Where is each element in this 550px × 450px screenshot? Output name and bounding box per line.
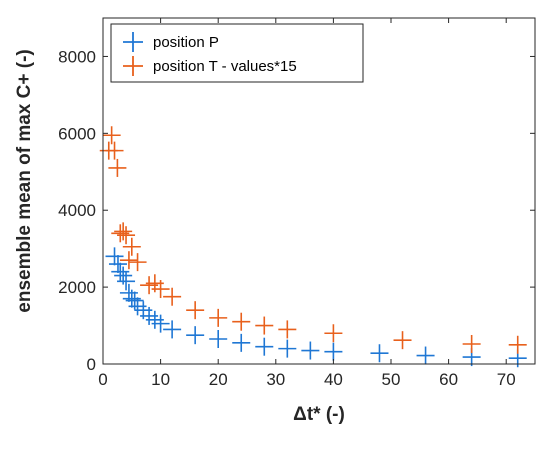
data-point [119,251,138,270]
data-point [117,272,136,291]
y-tick-label: 6000 [58,124,96,143]
data-point [232,312,251,331]
data-point [324,342,343,361]
data-point [122,237,141,256]
legend-marker-plus-icon [123,32,143,52]
data-point [151,280,170,299]
axes-box [102,17,536,365]
x-axis-title: Δt* (-) [293,404,345,425]
data-point [370,344,389,363]
legend-box [110,23,364,83]
data-point [324,324,343,343]
y-tick-label: 4000 [58,201,96,220]
x-tick-label: 30 [266,370,285,389]
legend-entry-position-t: position T - values*15 [123,56,297,76]
y-tick-label: 8000 [58,47,96,66]
axis-ticks: 0 10 20 30 40 50 60 70 0 2000 4000 6000 8000 [58,18,535,389]
data-point [102,126,121,145]
data-point [108,255,127,274]
data-point [255,337,274,356]
data-point [186,301,205,320]
y-axis-title: ensemble mean of max C+ (-) [14,49,35,312]
data-point [393,331,412,350]
data-point [117,226,136,245]
y-tick-label: 2000 [58,278,96,297]
legend-marker-plus-icon [123,56,143,76]
data-point [163,320,182,339]
x-tick-label: 50 [382,370,401,389]
data-point [105,247,124,266]
x-tick-label: 40 [324,370,343,389]
data-point [209,330,228,349]
x-tick-label: 0 [98,370,107,389]
y-tick-label: 0 [87,355,96,374]
legend-label-position-t: position T - values*15 [153,58,297,75]
data-point [105,141,124,160]
x-tick-label: 10 [151,370,170,389]
data-point [108,158,127,177]
data-point [255,316,274,335]
data-point [128,253,147,272]
data-point [508,335,527,354]
series-position-p [105,247,527,368]
data-point [278,339,297,358]
legend-entry-position-p: position P [123,32,219,52]
data-point [114,222,133,241]
data-point [462,335,481,354]
data-point [416,346,435,365]
x-tick-label: 60 [439,370,458,389]
data-point [278,320,297,339]
data-point [301,341,320,360]
data-point [111,262,130,281]
data-marks [99,126,527,368]
data-point [232,333,251,352]
series-position-t [99,126,527,354]
legend-label-position-p: position P [153,34,219,51]
data-point [151,314,170,333]
data-point [209,308,228,327]
legend: position P position T - values*15 [110,23,364,83]
x-tick-label: 20 [209,370,228,389]
data-point [163,287,182,306]
x-tick-label: 70 [497,370,516,389]
data-point [186,326,205,345]
